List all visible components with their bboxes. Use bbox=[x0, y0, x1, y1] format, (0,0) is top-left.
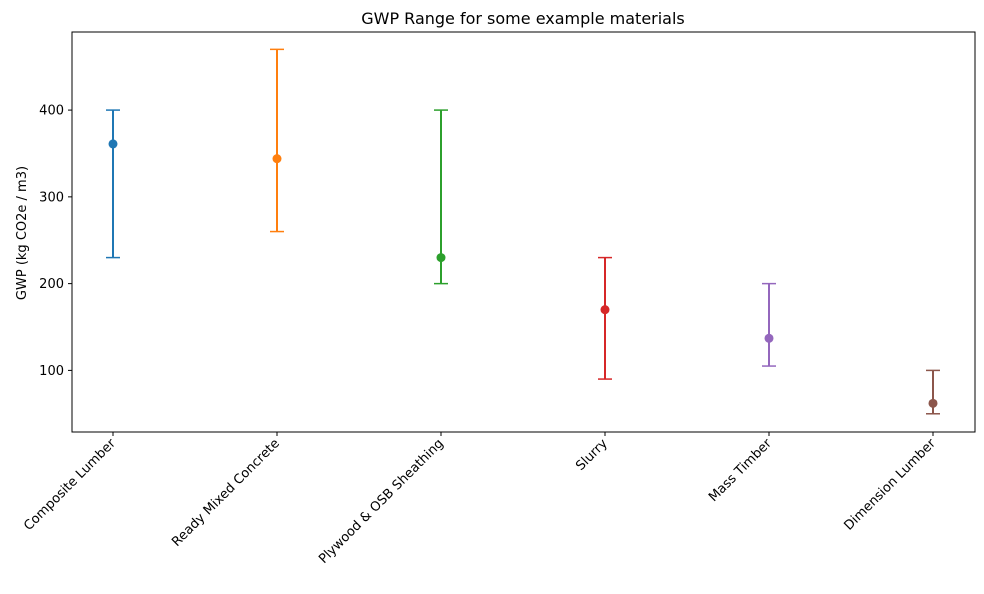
error-bar-group bbox=[926, 369, 940, 415]
x-tick-label: Slurry bbox=[573, 436, 611, 474]
data-point bbox=[436, 253, 446, 263]
error-bar-group bbox=[598, 256, 612, 380]
data-point bbox=[928, 398, 938, 408]
x-tick-label: Composite Lumber bbox=[21, 436, 119, 534]
data-point bbox=[108, 139, 118, 149]
data-point bbox=[600, 305, 610, 315]
x-tick-label: Dimension Lumber bbox=[841, 436, 939, 534]
y-axis-ticks: 100 200 300 400 bbox=[39, 104, 72, 379]
y-tick-label: 400 bbox=[39, 104, 64, 119]
error-bar-group bbox=[434, 109, 448, 285]
y-tick-label: 100 bbox=[39, 364, 64, 379]
y-axis-label: GWP (kg CO2e / m3) bbox=[15, 166, 30, 300]
x-axis-ticks: Composite Lumber Ready Mixed Concrete Plyw… bbox=[21, 432, 939, 567]
error-bar-group bbox=[106, 109, 120, 259]
data-point bbox=[764, 333, 774, 343]
x-tick-label: Mass Timber bbox=[706, 436, 775, 505]
x-tick-label: Ready Mixed Concrete bbox=[169, 436, 283, 550]
x-tick-label: Plywood & OSB Sheathing bbox=[316, 436, 447, 567]
y-tick-label: 200 bbox=[39, 277, 64, 292]
error-bar-group bbox=[270, 48, 284, 233]
error-bar-marks bbox=[106, 48, 940, 415]
data-point bbox=[272, 154, 282, 164]
y-tick-label: 300 bbox=[39, 190, 64, 205]
plot-area-frame bbox=[71, 31, 976, 433]
chart-title: GWP Range for some example materials bbox=[361, 9, 685, 28]
error-bar-group bbox=[762, 282, 776, 367]
